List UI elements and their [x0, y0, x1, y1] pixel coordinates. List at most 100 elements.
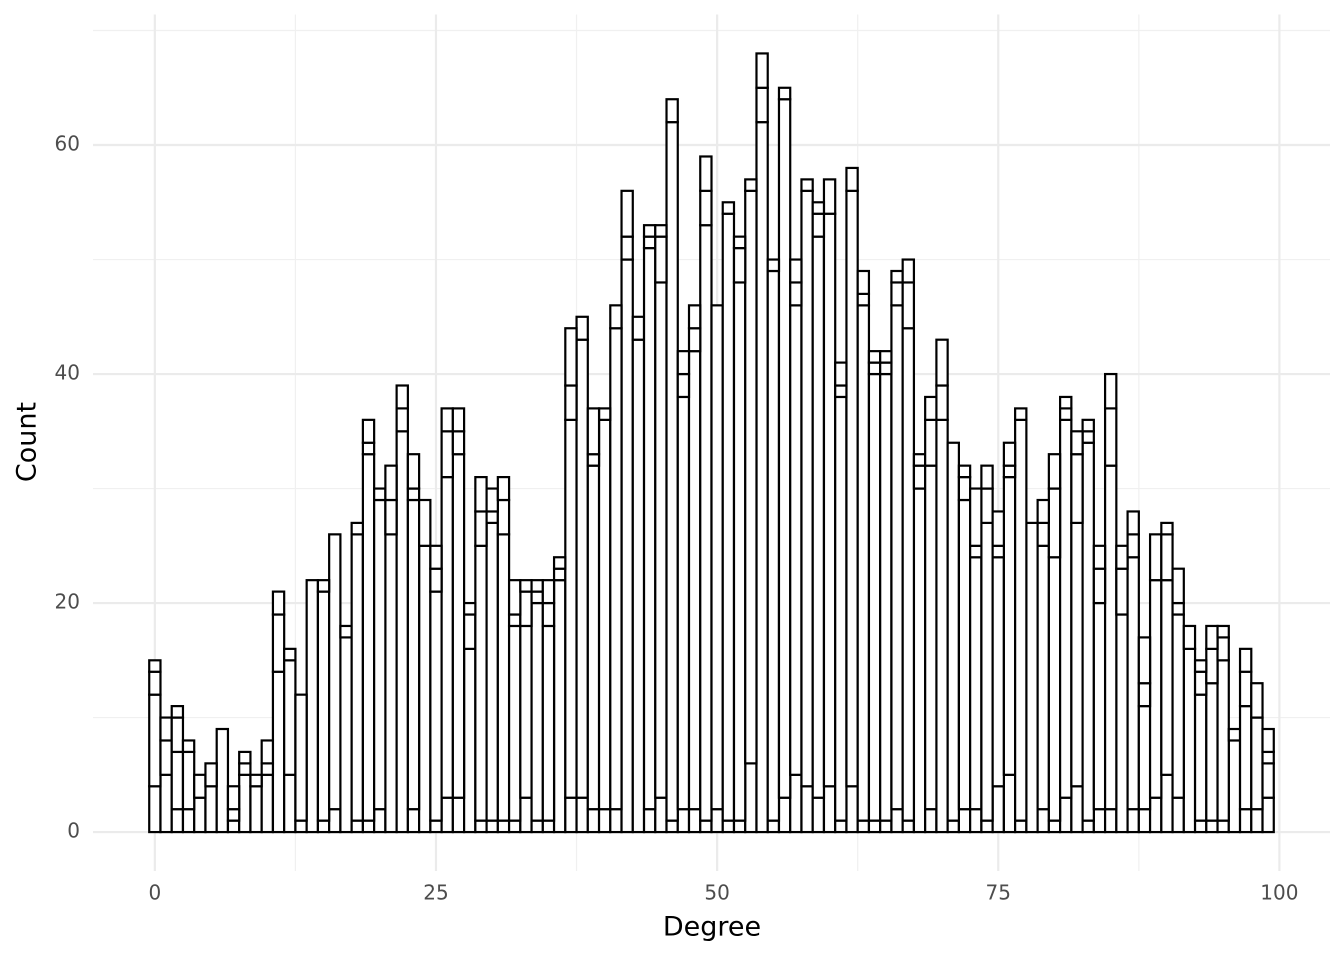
bar-segment — [867, 350, 882, 364]
bar-segment — [271, 670, 286, 834]
bar-segment — [339, 624, 353, 639]
bar-segment — [1059, 395, 1073, 410]
bar-segment — [148, 659, 162, 673]
bar-segment — [699, 224, 713, 822]
bar-segment — [890, 808, 904, 834]
bar-segment — [834, 361, 848, 387]
bar-segment — [856, 304, 871, 822]
bar-segment — [474, 510, 488, 547]
bar-segment — [1002, 464, 1017, 479]
bar-segment — [1171, 796, 1185, 834]
bar-segment — [485, 510, 499, 525]
bar-segment — [507, 613, 522, 628]
bar-segment — [1238, 808, 1253, 834]
bar-segment — [912, 453, 927, 467]
bar-segment — [822, 785, 837, 834]
bar-segment — [395, 407, 409, 433]
bar-segment — [530, 579, 544, 593]
bar-segment — [980, 464, 994, 490]
y-tick-label: 60 — [55, 132, 80, 156]
bar-segment — [463, 613, 477, 650]
bar-segment — [1171, 601, 1185, 616]
bar-segment — [1205, 624, 1219, 650]
bar-segment — [575, 796, 589, 834]
bar-segment — [507, 579, 522, 616]
bar-segment — [1137, 636, 1152, 685]
bar-segment — [597, 407, 612, 421]
bar-segment — [361, 441, 376, 456]
bar-segment — [890, 304, 904, 811]
bar-segment — [429, 819, 443, 834]
bar-segment — [384, 533, 398, 834]
bar-segment — [260, 773, 275, 834]
bar-segment — [170, 716, 185, 754]
bar-segment — [451, 407, 466, 433]
bar-segment — [665, 121, 679, 822]
bar-segment — [496, 819, 511, 834]
bar-segment — [890, 269, 904, 284]
bar-segment — [1047, 556, 1062, 822]
bar-segment — [485, 819, 499, 834]
bar-segment — [845, 166, 859, 192]
bar-segment — [924, 395, 938, 421]
bar-segment — [710, 304, 724, 811]
bar-segment — [1002, 773, 1017, 834]
bar-segment — [485, 487, 499, 513]
bar-segment — [609, 327, 623, 811]
bar-segment — [1092, 601, 1107, 811]
bar-segment — [1250, 716, 1264, 811]
bar-segment — [429, 590, 443, 822]
y-tick-label: 0 — [67, 819, 80, 843]
bar-segment — [732, 246, 747, 284]
bar-segment — [1250, 808, 1264, 834]
bar-segment — [1205, 647, 1219, 685]
bar-segment — [440, 796, 454, 834]
bar-segment — [1148, 796, 1163, 834]
bar-segment — [474, 476, 488, 513]
bar-segment — [991, 544, 1005, 559]
bar-segment — [159, 739, 173, 776]
bar-segment — [654, 796, 668, 834]
bar-segment — [519, 796, 533, 834]
y-tick-label: 20 — [55, 590, 80, 614]
bar-segment — [1171, 613, 1185, 799]
bar-segment — [1070, 521, 1084, 788]
bar-segment — [541, 601, 556, 628]
bar-segment — [631, 338, 646, 834]
bar-segment — [845, 189, 859, 788]
bar-segment — [890, 281, 904, 307]
bar-segment — [732, 281, 747, 822]
bar-segment — [226, 808, 241, 822]
x-tick-label: 100 — [1260, 881, 1298, 905]
bar-segment — [924, 418, 938, 467]
bar-segment — [811, 212, 826, 238]
bar-segment — [406, 808, 421, 834]
bar-segment — [204, 762, 218, 788]
bar-segment — [766, 258, 781, 273]
bar-segment — [226, 785, 241, 811]
bar-segment — [935, 338, 949, 387]
bar-segment — [1047, 487, 1062, 559]
bar-segment — [328, 808, 342, 834]
bar-segment — [283, 659, 297, 776]
bar-segment — [901, 327, 916, 822]
bar-segment — [1216, 659, 1230, 822]
bar-segment — [1250, 682, 1264, 719]
bar-segment — [564, 796, 578, 834]
x-tick-label: 75 — [986, 881, 1011, 905]
bar-segment — [1160, 521, 1174, 536]
bar-segment — [1193, 693, 1208, 822]
bar-segment — [564, 327, 578, 387]
bar-segment — [620, 258, 634, 834]
bar-segment — [822, 178, 837, 215]
bar-segment — [721, 201, 736, 215]
bar-segment — [721, 819, 736, 834]
bar-segment — [924, 464, 938, 811]
bar-segment — [800, 178, 814, 192]
bar-segment — [1160, 579, 1174, 776]
bar-segment — [1193, 670, 1208, 696]
bar-segment — [586, 407, 601, 456]
bar-segment — [1261, 727, 1275, 754]
bar-segment — [564, 418, 578, 799]
bar-segment — [1160, 533, 1174, 582]
